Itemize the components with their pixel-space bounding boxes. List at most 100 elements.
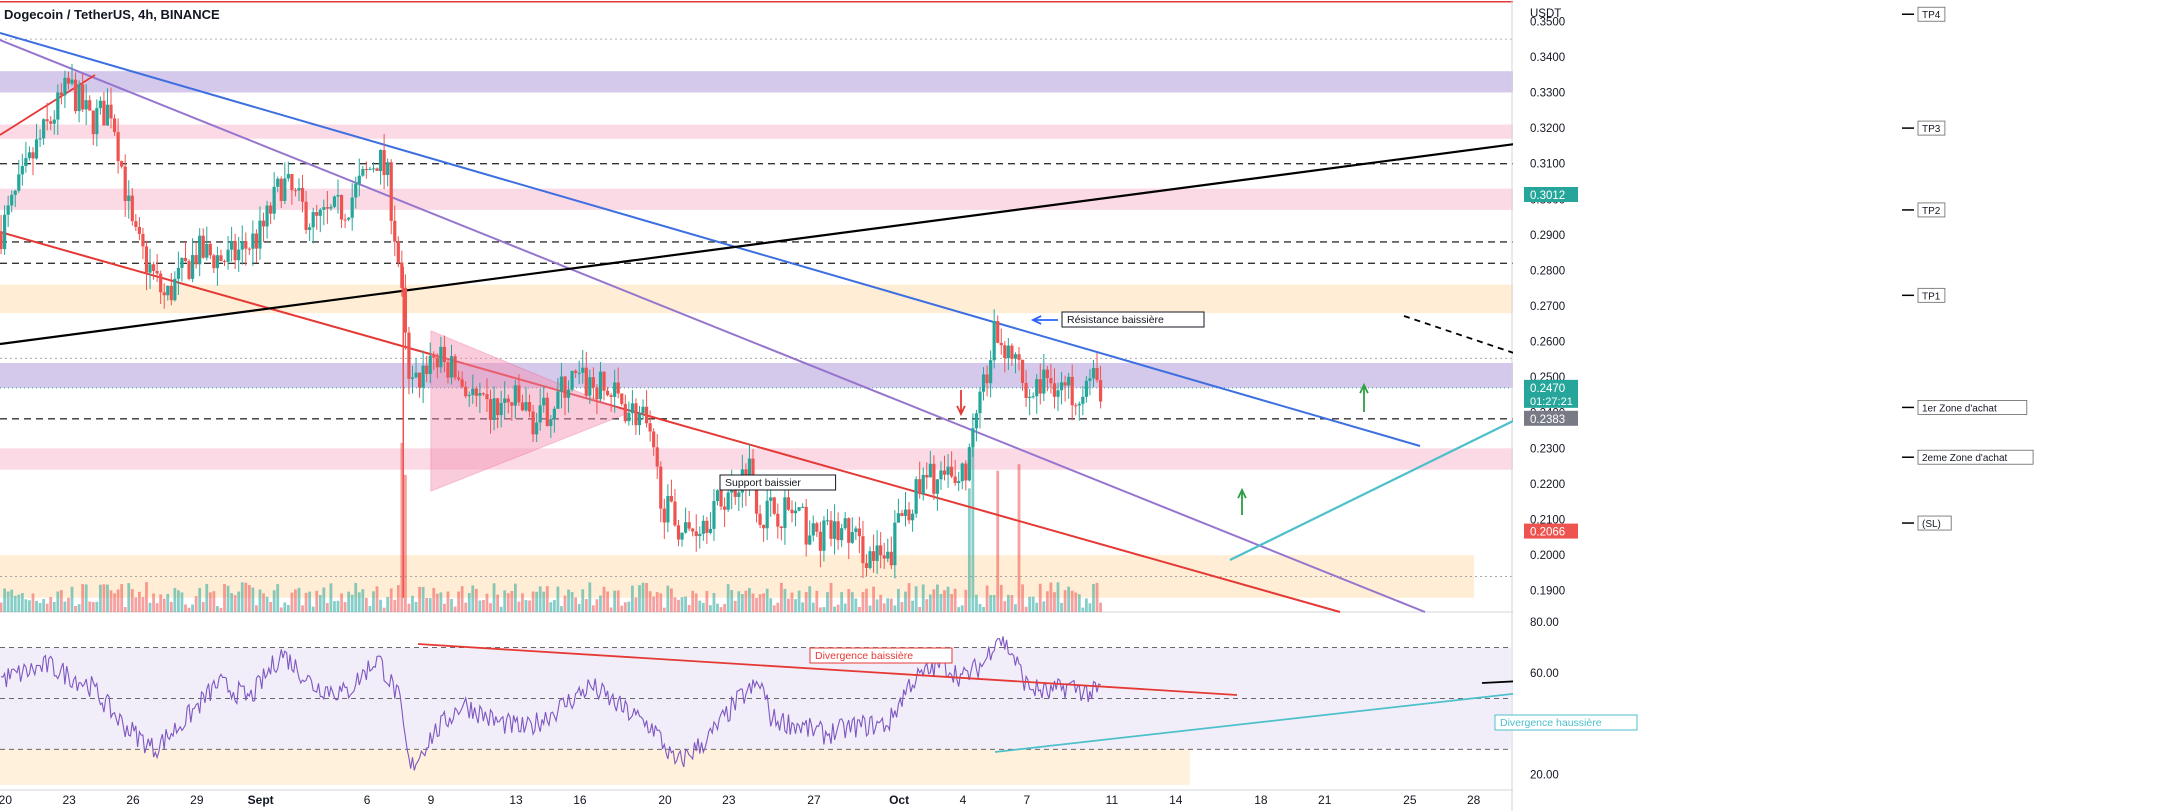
volume-bar	[262, 593, 265, 612]
candle-body	[350, 197, 354, 218]
candle-body	[751, 458, 755, 485]
volume-bar	[279, 607, 283, 612]
target-tag-box	[1917, 120, 1946, 136]
volume-bar	[730, 590, 734, 612]
candle-body	[981, 374, 986, 392]
price-badge-label: 0.2470	[1530, 383, 1565, 395]
candle-body	[449, 356, 454, 378]
candle-body	[66, 77, 71, 84]
volume-bar	[372, 591, 375, 612]
volume-bar	[496, 594, 500, 612]
volume-bar	[673, 597, 677, 612]
volume-bar	[63, 601, 67, 612]
volume-bar	[212, 591, 216, 612]
candle-body	[829, 520, 833, 539]
volume-bar	[790, 592, 794, 612]
volume-bar	[758, 594, 762, 612]
volume-bar	[318, 594, 322, 612]
volume-bar	[269, 601, 273, 612]
price-tick-label: 0.2700	[1530, 301, 1565, 313]
candle-body	[683, 522, 688, 533]
candle-body	[715, 490, 720, 502]
price-tick-label: 0.1900	[1530, 586, 1565, 598]
candle-body	[1059, 382, 1064, 391]
candle-body	[797, 507, 801, 511]
volume-bar	[960, 605, 964, 612]
price-tick-label: 0.3300	[1530, 88, 1565, 100]
candle-body	[843, 518, 847, 529]
volume-bar	[389, 588, 393, 612]
volume-bar	[208, 592, 212, 612]
volume-bar	[340, 593, 343, 612]
candle-body	[726, 492, 730, 510]
time-tick-label: 11	[1106, 793, 1119, 807]
volume-bar	[460, 586, 464, 612]
candle-body	[187, 261, 191, 279]
candle-body	[283, 178, 287, 201]
candle-body	[581, 367, 585, 373]
candle-body	[609, 395, 613, 397]
volume-bar	[705, 590, 709, 612]
candle-body	[566, 389, 571, 398]
target-tag-box	[1917, 400, 2028, 415]
volume-bar	[776, 602, 780, 612]
volume-bar	[1053, 592, 1056, 612]
volume-bar	[194, 596, 198, 612]
volume-bar	[184, 604, 187, 612]
volume-bar	[879, 594, 883, 612]
volume-bar	[411, 595, 414, 612]
volume-bar	[329, 583, 333, 612]
divergence-bearish-label: Divergence baissière	[815, 650, 913, 662]
volume-bar	[386, 596, 390, 612]
candle-body	[903, 509, 908, 516]
candle-body	[992, 321, 996, 361]
volume-bar	[450, 598, 453, 612]
candle-body	[1077, 403, 1081, 406]
volume-bar	[255, 605, 258, 612]
candle-body	[198, 235, 202, 265]
volume-bar	[120, 584, 124, 612]
price-tick-label: 0.3100	[1530, 159, 1565, 171]
candle-body	[496, 398, 500, 416]
candle-body	[180, 257, 184, 268]
candle-body	[637, 413, 642, 426]
candle-body	[10, 194, 14, 206]
candle-body	[109, 104, 113, 119]
volume-bar	[1063, 590, 1067, 612]
volume-bar	[301, 605, 304, 612]
volume-bar	[1045, 591, 1049, 612]
candle-body	[960, 463, 964, 482]
price-tick-label: 0.2000	[1530, 550, 1565, 562]
candle-body	[38, 138, 42, 140]
target-tag: 2eme Zone d'achat	[1922, 453, 2008, 464]
candle-body	[1056, 390, 1060, 397]
volume-bar	[581, 589, 585, 612]
candle-body	[421, 365, 425, 388]
volume-bar	[808, 586, 812, 612]
volume-bar	[286, 604, 290, 612]
volume-bar	[843, 603, 847, 612]
volume-bar	[258, 589, 262, 612]
candle-body	[563, 376, 567, 398]
volume-bar	[630, 585, 634, 612]
candle-body	[17, 174, 21, 191]
volume-bar	[893, 605, 897, 612]
candle-body	[503, 398, 507, 403]
candle-body	[985, 374, 989, 384]
candle-body	[602, 371, 606, 391]
candle-body	[425, 365, 429, 375]
candle-body	[1035, 379, 1039, 397]
volume-bar	[74, 605, 77, 612]
volume-bar	[333, 601, 336, 612]
candle-body	[900, 513, 904, 516]
volume-bar	[81, 584, 85, 612]
volume-bar	[272, 590, 276, 612]
candle-body	[680, 532, 684, 540]
candle-body	[1003, 345, 1007, 359]
purple-trend-line	[0, 39, 1426, 613]
candle-body	[308, 227, 312, 230]
candle-body	[251, 233, 255, 249]
volume-bar	[563, 595, 567, 612]
